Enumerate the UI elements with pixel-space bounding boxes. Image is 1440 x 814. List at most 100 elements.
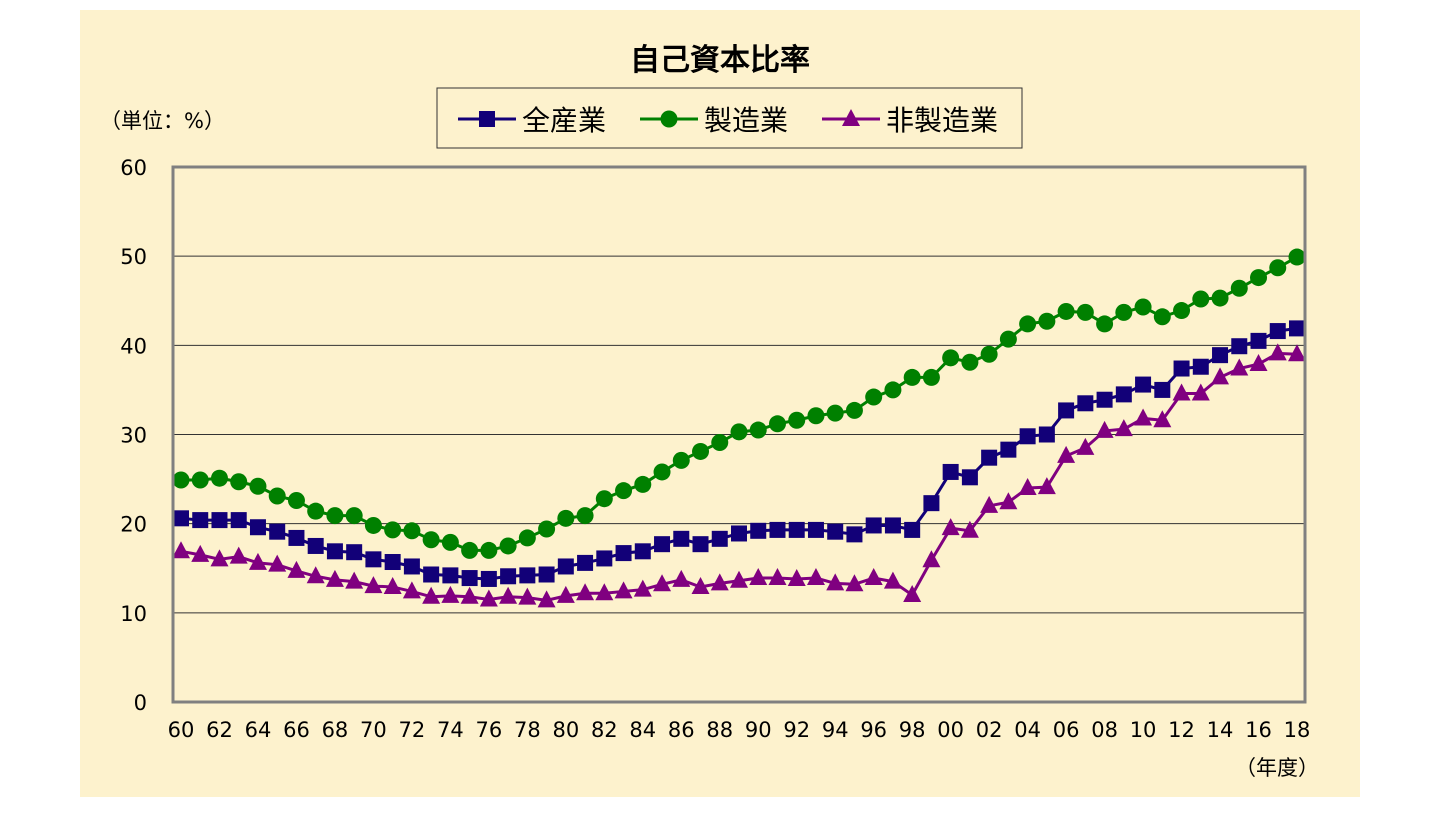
data-point [864, 568, 883, 586]
x-tick-label: 76 [475, 718, 502, 742]
data-point [1077, 395, 1094, 412]
data-point [768, 415, 786, 433]
x-tick-label: 72 [399, 718, 426, 742]
data-point [538, 566, 555, 583]
data-point [960, 520, 979, 538]
x-tick-label: 02 [976, 718, 1003, 742]
data-point [211, 512, 228, 529]
data-point [499, 586, 518, 604]
data-point [691, 576, 710, 594]
data-point [1095, 420, 1114, 438]
x-tick-label: 68 [322, 718, 349, 742]
data-point [556, 585, 575, 603]
data-point [634, 543, 651, 560]
x-tick-label: 08 [1091, 718, 1118, 742]
data-point [653, 574, 672, 592]
data-point [364, 516, 382, 534]
data-point [287, 491, 305, 509]
data-point [961, 353, 979, 371]
data-point [383, 576, 402, 594]
data-point [346, 544, 363, 561]
y-tick-labels: 0 10 20 30 40 50 60 [120, 156, 147, 715]
data-point [1096, 315, 1114, 333]
data-point [1289, 320, 1305, 337]
data-point [615, 482, 633, 500]
data-point [1058, 402, 1075, 419]
data-point [595, 583, 614, 601]
data-point [288, 529, 305, 546]
data-point [537, 590, 556, 608]
legend-marker-triangle [842, 109, 860, 126]
data-point [980, 495, 999, 513]
data-point [1153, 410, 1172, 428]
data-point [731, 525, 747, 542]
y-tick-label: 20 [120, 513, 147, 537]
data-point [307, 537, 324, 554]
chart-title: 自己資本比率 [630, 43, 810, 78]
series-square [173, 320, 1305, 587]
data-point [749, 568, 768, 586]
data-point [192, 512, 209, 529]
data-point [1018, 478, 1037, 495]
data-point [1135, 376, 1152, 393]
data-point [248, 552, 267, 570]
data-point [865, 388, 883, 406]
data-point [1076, 437, 1095, 455]
series-circle [172, 248, 1306, 559]
data-point [1269, 323, 1286, 340]
legend-label: 製造業 [704, 104, 788, 137]
data-point [883, 571, 902, 589]
data-point [769, 521, 786, 538]
data-point [461, 541, 479, 559]
data-point [1134, 408, 1153, 426]
y-tick-label: 10 [120, 602, 147, 626]
y-tick-label: 60 [120, 156, 147, 180]
y-tick-label: 0 [134, 691, 147, 715]
data-point [1172, 383, 1191, 401]
data-point [1038, 312, 1056, 330]
data-point [326, 507, 344, 525]
data-point [538, 520, 556, 538]
x-tick-labels: 60 62 64 66 68 70 72 74 76 78 80 82 84 86 88 90 92 94 96 98… [168, 718, 1311, 742]
data-point [577, 554, 594, 571]
data-point [653, 463, 671, 481]
data-point [1231, 338, 1248, 355]
data-point [1154, 381, 1171, 398]
legend-marker-circle [660, 110, 678, 128]
x-tick-label: 94 [822, 718, 849, 742]
data-point [249, 477, 267, 495]
data-point [904, 521, 921, 538]
data-point [519, 567, 536, 584]
legend-label: 非製造業 [886, 104, 998, 137]
series-triangle [172, 343, 1306, 608]
data-point [730, 570, 748, 588]
data-point [576, 507, 594, 525]
data-point [730, 423, 748, 441]
data-point [1057, 302, 1075, 320]
data-point [1173, 302, 1191, 320]
data-point [692, 536, 709, 553]
data-point [1211, 289, 1229, 307]
data-point [557, 558, 574, 575]
y-tick-label: 40 [120, 334, 147, 358]
data-point [711, 434, 729, 452]
data-point [384, 521, 402, 539]
data-point [1288, 344, 1306, 362]
data-point [981, 449, 998, 466]
data-point [268, 487, 286, 505]
data-point [480, 541, 498, 559]
x-tick-label: 84 [629, 718, 656, 742]
x-tick-label: 16 [1245, 718, 1272, 742]
x-tick-label: 96 [860, 718, 887, 742]
data-point [806, 568, 825, 586]
data-point [1250, 269, 1268, 287]
data-point [692, 442, 710, 460]
x-tick-label: 66 [283, 718, 310, 742]
data-point [173, 510, 189, 527]
data-point [480, 570, 497, 587]
data-point [788, 411, 806, 429]
data-point [672, 451, 690, 469]
data-point [710, 573, 729, 591]
data-point [499, 537, 517, 555]
